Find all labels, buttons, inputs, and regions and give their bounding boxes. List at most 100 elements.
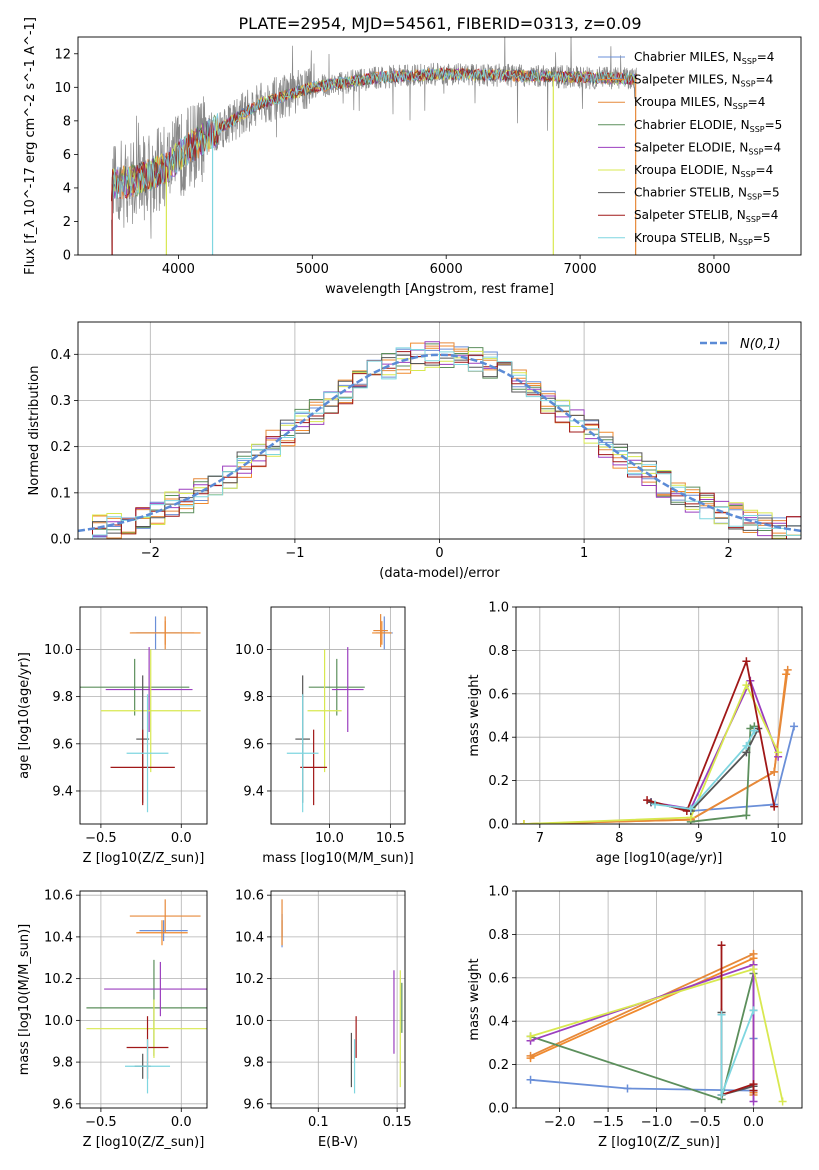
weight-point-marker	[783, 665, 792, 674]
x-axis-label: Z [log10(Z/Z_sun)]	[83, 1135, 205, 1150]
y-tick-label: 1.0	[488, 885, 509, 900]
weight-point-marker	[717, 941, 726, 950]
x-tick-label: 0	[435, 546, 443, 561]
gaussian-reference-curve	[78, 353, 801, 533]
x-tick-label: 8	[615, 831, 623, 846]
y-tick-label: 0.2	[488, 1058, 509, 1073]
y-tick-label: 9.8	[52, 690, 73, 705]
weight-point-marker	[519, 820, 528, 824]
legend-value: =4	[763, 140, 781, 154]
legend-subscript: SSP	[750, 125, 765, 134]
y-tick-label: 0.1	[50, 486, 71, 501]
x-axis-label: Z [log10(Z/Z_sun)]	[83, 851, 205, 866]
weight-series-line	[530, 963, 755, 1102]
plot-area	[286, 614, 393, 813]
x-axis-label: E(B-V)	[318, 1135, 358, 1150]
weight-point-marker	[778, 1097, 787, 1106]
x-tick-label: 2	[725, 546, 733, 561]
axes-frame	[77, 321, 802, 540]
y-tick-label: 10.2	[44, 972, 73, 987]
y-tick-label: 6	[63, 148, 71, 163]
x-axis-label: Z [log10(Z/Z_sun)]	[598, 1135, 720, 1150]
weight-point-marker	[749, 1086, 758, 1095]
legend-value: =4	[748, 95, 766, 109]
x-tick-label: 4000	[162, 262, 195, 277]
plot-area	[86, 899, 207, 1094]
age-vs-mass-panel: 10.0 10.5 9.4 9.6 9.8 10.0 mass [log10(M/M_sun…	[235, 606, 414, 866]
x-axis-label: mass [log10(M/M_sun)]	[262, 851, 414, 866]
weight-point-marker	[749, 1097, 758, 1106]
mass-vs-ebv-panel: 0.1 0.15 9.6 9.8 10.0 10.2 10.4 10.6 E(B-V)	[235, 889, 412, 1150]
x-tick-label: 8000	[697, 262, 730, 277]
x-tick-label: −1.5	[592, 1115, 624, 1130]
legend-subscript: SSP	[738, 238, 753, 247]
legend-label: Chabrier STELIB, NSSP=5	[634, 186, 780, 202]
weight-point-marker	[770, 767, 779, 776]
axes-frame	[79, 606, 208, 825]
y-axis-label: mass [log10(M/M_sun)]	[17, 924, 32, 1076]
x-tick-label: 9	[695, 831, 703, 846]
y-tick-label: 0.2	[488, 774, 509, 789]
y-tick-label: 10.4	[44, 930, 73, 945]
axes-frame	[515, 606, 803, 825]
y-tick-label: 0.0	[50, 533, 71, 548]
y-tick-label: 9.8	[243, 1056, 264, 1071]
weight-point-marker	[749, 1006, 758, 1015]
legend-label: Kroupa STELIB, NSSP=5	[634, 231, 771, 247]
x-tick-label: 0.0	[171, 1115, 192, 1130]
legend-subscript: SSP	[733, 102, 748, 111]
mass-vs-z-panel: −0.5 0.0 9.6 9.8 10.0 10.2 10.4 10.6 Z [log10(Z/…	[17, 889, 208, 1150]
y-tick-label: 10.6	[235, 889, 264, 904]
x-tick-label: −2	[141, 546, 160, 561]
weight-point-marker	[526, 1075, 535, 1084]
x-tick-label: 0.15	[383, 1115, 412, 1130]
x-tick-label: −1.0	[641, 1115, 673, 1130]
legend-value: =4	[757, 50, 775, 64]
y-tick-label: 8	[63, 114, 71, 129]
x-tick-label: −1	[285, 546, 304, 561]
legend-subscript: SSP	[748, 147, 763, 156]
weight-series-line	[654, 730, 756, 810]
y-tick-label: 0.0	[488, 818, 509, 833]
x-axis-label: wavelength [Angstrom, rest frame]	[325, 282, 554, 297]
weight-point-marker	[774, 748, 783, 757]
legend-value: =5	[753, 231, 771, 245]
axes-frame	[515, 890, 803, 1109]
x-tick-label: −0.5	[85, 1115, 117, 1130]
weight-point-marker	[717, 1090, 726, 1099]
x-axis-label: (data-model)/error	[379, 566, 500, 581]
weight-point-marker	[749, 965, 758, 974]
weight-series-line	[690, 725, 755, 823]
y-tick-label: 10.0	[44, 643, 73, 658]
y-axis-label: Normed distribution	[27, 366, 42, 496]
y-tick-label: 1.0	[488, 601, 509, 616]
legend-subscript: SSP	[741, 170, 756, 179]
x-tick-label: 6000	[430, 262, 463, 277]
x-tick-label: 0.1	[308, 1115, 329, 1130]
x-tick-label: 0.0	[743, 1115, 764, 1130]
axes-frame	[270, 890, 406, 1109]
y-tick-label: 10.0	[44, 1014, 73, 1029]
plot-area	[519, 657, 799, 824]
legend-subscript: SSP	[746, 215, 761, 224]
y-tick-label: 0.6	[488, 687, 509, 702]
legend-subscript: SSP	[742, 57, 757, 66]
legend-value: =5	[765, 118, 783, 132]
weight-series-line	[650, 678, 780, 810]
legend-label: Salpeter ELODIE, NSSP=4	[634, 140, 781, 156]
x-tick-label: 0.0	[171, 831, 192, 846]
y-tick-label: 9.6	[243, 1097, 264, 1112]
weight-point-marker	[526, 1051, 535, 1060]
legend-subscript: SSP	[741, 80, 756, 89]
weight-series-line	[720, 1010, 755, 1096]
plot-area	[111, 37, 637, 255]
figure-title: PLATE=2954, MJD=54561, FIBERID=0313, z=0…	[238, 14, 641, 33]
y-tick-label: 0	[63, 249, 71, 264]
y-tick-label: 9.6	[243, 737, 264, 752]
gaussian-legend-label: N(0,1)	[740, 337, 781, 352]
legend-value: =4	[756, 73, 774, 87]
x-tick-label: 10.5	[376, 831, 405, 846]
plot-area	[80, 616, 201, 813]
x-tick-label: 10	[770, 831, 787, 846]
y-tick-label: 9.8	[243, 690, 264, 705]
